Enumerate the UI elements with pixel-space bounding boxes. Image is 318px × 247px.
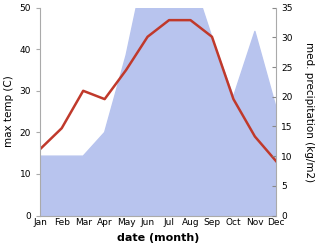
X-axis label: date (month): date (month): [117, 233, 199, 243]
Y-axis label: max temp (C): max temp (C): [4, 76, 14, 147]
Y-axis label: med. precipitation (kg/m2): med. precipitation (kg/m2): [304, 41, 314, 182]
